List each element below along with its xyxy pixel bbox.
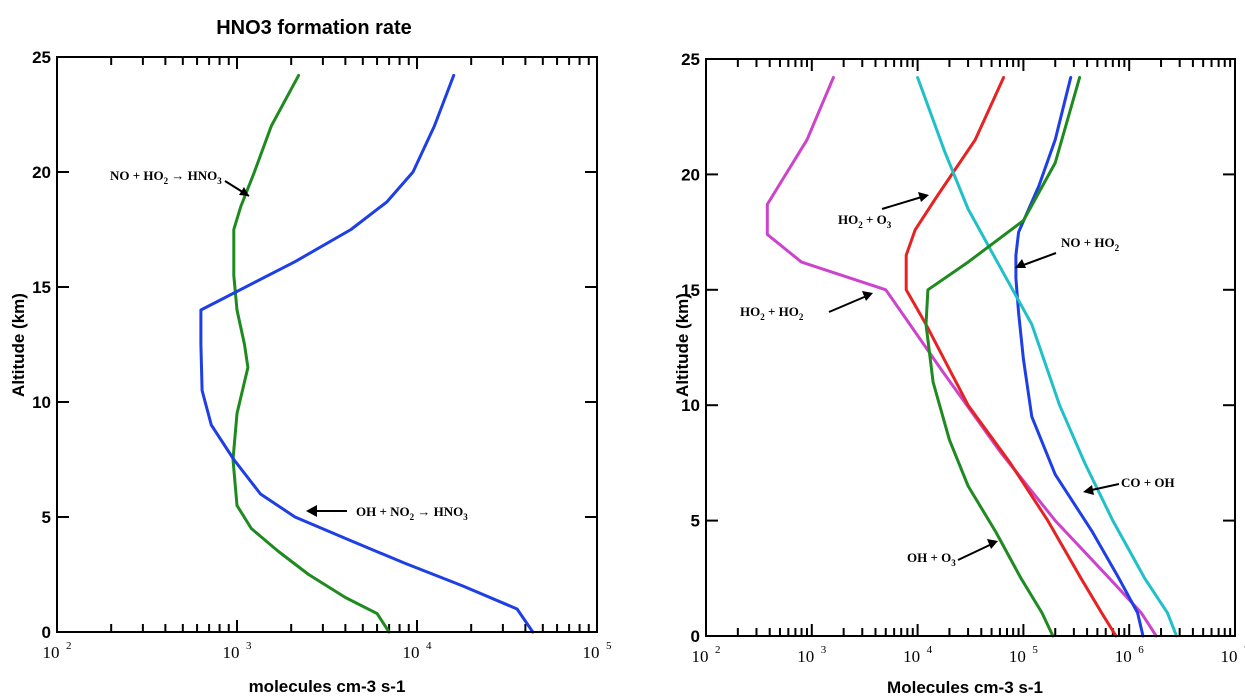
annotation-arrow	[828, 294, 870, 313]
annotation-label: OH + NO2 → HNO3	[356, 504, 468, 522]
annotation-oh-o3: OH + O3	[907, 539, 998, 568]
annotation-oh-no2-hno3: OH + NO2 → HNO3	[306, 504, 468, 522]
annotation-label: NO + HO2 → HNO3	[110, 168, 222, 186]
annotation-arrow	[881, 195, 926, 210]
x-tick-exponent: 4	[426, 640, 432, 652]
annotation-ho2-o3: HO2 + O3	[838, 192, 929, 230]
series-line-4	[924, 76, 1082, 638]
arrow-head-icon	[918, 192, 929, 202]
y-tick-label: 25	[681, 50, 700, 69]
chart-title: HNO3 formation rate	[216, 17, 412, 39]
x-axis-label: Molecules cm-3 s-1	[887, 678, 1043, 697]
y-tick-label: 20	[32, 163, 51, 182]
x-tick-exponent: 3	[821, 644, 827, 656]
x-tick-exponent: 2	[66, 640, 72, 652]
axis-ticks: 10 2 10 3 10 4 10 5 0 5 10 15 20 25	[32, 48, 612, 662]
series-line-2	[1014, 76, 1145, 638]
annotation-co-oh: CO + OH	[1083, 475, 1175, 495]
arrow-head-icon	[1083, 485, 1094, 495]
y-tick-label: 0	[42, 623, 51, 642]
y-tick-label: 20	[681, 165, 700, 184]
annotation-label: NO + HO2	[1061, 235, 1120, 253]
annotation-label: HO2 + HO2	[740, 304, 804, 322]
y-tick-label: 5	[42, 508, 51, 527]
arrow-head-icon	[987, 539, 998, 549]
x-tick-exponent: 2	[715, 644, 721, 656]
y-tick-label: 15	[681, 281, 700, 300]
x-tick-exponent: 5	[606, 640, 612, 652]
annotation-label: HO2 + O3	[838, 212, 892, 230]
x-tick-exponent: 3	[246, 640, 252, 652]
series-line-1	[199, 73, 535, 634]
arrow-head-icon	[1015, 259, 1026, 268]
arrow-head-icon	[306, 505, 317, 517]
annotation-arrow	[957, 542, 995, 561]
y-axis-label: Altitude (km)	[9, 293, 28, 397]
x-tick-label: 10	[692, 647, 709, 666]
series-line-0	[231, 73, 391, 634]
annotation-label: CO + OH	[1121, 475, 1175, 490]
annotation-label: OH + O3	[907, 550, 956, 568]
x-tick-exponent: 4	[927, 644, 933, 656]
y-tick-label: 5	[691, 512, 700, 531]
x-tick-label: 10	[223, 643, 240, 662]
x-tick-label: 10	[1009, 647, 1026, 666]
x-tick-label: 10	[797, 647, 814, 666]
series-lines	[765, 76, 1178, 638]
plot-frame	[56, 56, 598, 633]
annotation-ho2-ho2: HO2 + HO2	[740, 291, 873, 322]
x-tick-label: 10	[1115, 647, 1132, 666]
x-tick-exponent: 5	[1032, 644, 1038, 656]
series-line-0	[765, 76, 1158, 638]
x-tick-exponent: 6	[1138, 644, 1144, 656]
x-tick-label: 10	[903, 647, 920, 666]
x-tick-label: 10	[403, 643, 420, 662]
y-tick-label: 25	[32, 48, 51, 67]
y-tick-label: 10	[32, 393, 51, 412]
plot-frame	[705, 58, 1236, 637]
y-tick-label: 15	[32, 278, 51, 297]
x-tick-label: 10	[1221, 647, 1238, 666]
x-tick-label: 10	[583, 643, 600, 662]
series-lines	[199, 73, 535, 634]
arrow-head-icon	[862, 291, 873, 301]
series-line-3	[916, 76, 1178, 638]
y-tick-label: 0	[691, 627, 700, 646]
y-tick-label: 10	[681, 396, 700, 415]
annotation-no-ho2: NO + HO2	[1015, 235, 1120, 268]
chart-hno3-formation-rate: HNO3 formation rate Altitude (km) molecu…	[9, 17, 612, 696]
chart-ho2-loss-rates: Altitude (km) Molecules cm-3 s-1 10 2 10 3 1…	[673, 50, 1245, 697]
annotation-no-ho2-hno3: NO + HO2 → HNO3	[110, 168, 250, 197]
x-tick-label: 10	[43, 643, 60, 662]
y-axis-label: Altitude (km)	[673, 293, 692, 397]
axis-ticks: 1021031041051061070510152025	[681, 50, 1245, 666]
arrow-head-icon	[239, 187, 249, 196]
x-axis-label: molecules cm-3 s-1	[249, 677, 406, 696]
